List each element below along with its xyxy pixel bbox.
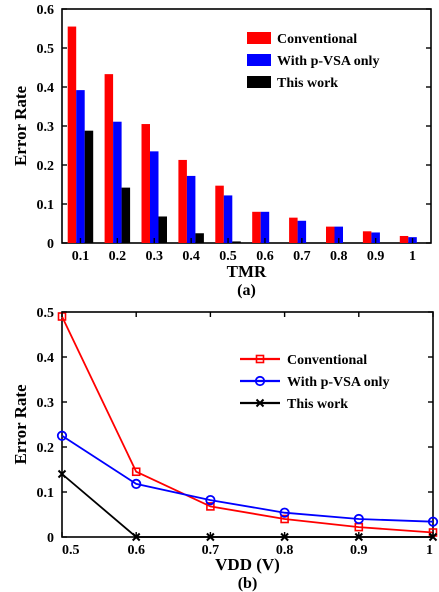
bar [289,217,298,243]
bar [76,90,85,244]
data-point [205,494,216,506]
y-tick-label: 0.1 [37,198,55,213]
line-chart-x-axis-label: VDD (V) [215,555,280,574]
bar-chart-bars [67,26,417,244]
bar-chart-caption: (a) [237,282,256,299]
bar-chart-x-axis-label: TMR [227,262,267,281]
bar-chart-y-ticks: 0 0.1 0.2 0.3 0.4 0.5 0.6 [37,3,431,252]
y-tick-label: 0.5 [37,306,55,321]
x-tick-label: 0.8 [330,249,348,264]
x-tick-label: 0.3 [146,249,164,264]
y-tick-label: 0.2 [37,159,55,174]
data-point [255,354,265,364]
x-tick-label: 0.7 [293,249,311,264]
y-tick-label: 0.6 [37,3,55,18]
y-tick-label: 0.4 [37,81,55,96]
bar [297,220,307,243]
line-chart-panel: 0 0.1 0.2 0.3 0.4 0.5 0.5 0.6 0.7 0.8 0.9 1 Conven… [11,306,439,592]
x-tick-label: 0.5 [219,249,237,264]
line-chart-y-axis-label: Error Rate [11,384,30,465]
x-tick-label: 0.2 [109,249,127,264]
bar [362,231,372,243]
data-point [57,469,67,479]
bar [334,226,343,243]
x-tick-label: 0.1 [72,249,90,264]
y-tick-label: 0.3 [37,396,55,411]
series-line [61,473,433,538]
data-point [353,513,364,525]
legend-label: Conventional [277,32,357,47]
x-tick-label: 0.6 [256,249,274,264]
bar [326,226,335,243]
line-chart-frame [61,311,434,538]
data-point [206,502,215,511]
x-tick-label: 1 [409,249,416,264]
series-line [61,434,434,523]
legend-label: Conventional [287,353,367,368]
legend-swatch [247,32,271,44]
bar [84,130,94,243]
line-chart-caption: (b) [238,575,258,592]
bar [150,151,159,243]
line-chart-legend: Conventional With p-VSA only This work [240,353,389,412]
legend-label: This work [287,397,348,412]
bar [141,124,150,243]
data-point [427,516,439,527]
bar [121,187,131,243]
bar [252,211,261,243]
bar [186,175,196,243]
y-tick-label: 0.5 [37,42,55,57]
y-tick-label: 0.1 [37,486,55,501]
y-tick-label: 0.2 [37,441,55,456]
x-tick-label: 0.8 [276,543,294,558]
bar-chart-y-axis-label: Error Rate [11,86,30,167]
bar [67,26,77,243]
legend-label: With p-VSA only [287,375,389,390]
y-tick-label: 0 [47,237,54,252]
x-tick-label: 0.5 [62,543,80,558]
x-tick-label: 0.7 [202,543,220,558]
legend-swatch [247,76,271,88]
bar-chart-x-ticks: 0.1 0.2 0.3 0.4 0.5 0.6 0.7 0.8 0.9 1 [72,238,416,264]
data-point [279,507,290,518]
legend-label: This work [277,76,338,91]
line-chart-series [56,312,439,542]
data-point [255,398,265,408]
bar [260,211,270,243]
y-tick-label: 0.3 [37,120,55,135]
x-tick-label: 0.9 [350,543,368,558]
bar-chart-legend: Conventional With p-VSA only This work [247,32,379,91]
line-chart-x-ticks: 0.5 0.6 0.7 0.8 0.9 1 [61,312,434,558]
bar [399,235,409,243]
bar-chart-panel: 00.10.20.30.40.50.6 0.1 0.2 0.3 0.4 0.5 0.6 0.… [11,3,432,299]
legend-label: With p-VSA only [277,54,379,69]
x-tick-label: 0.4 [182,249,200,264]
bar [104,74,114,243]
y-tick-label: 0 [47,531,54,546]
bar [195,233,204,243]
x-tick-label: 0.9 [367,249,385,264]
bar [223,195,233,243]
data-point [131,478,142,489]
x-tick-label: 0.6 [127,543,145,558]
x-tick-label: 1 [426,543,433,558]
bar [158,216,167,243]
data-point [56,430,68,441]
series-line [61,316,434,534]
data-point [254,375,266,387]
bar [178,159,187,243]
bar [232,241,241,243]
bar [215,185,224,243]
bar [371,232,380,243]
y-tick-label: 0.4 [37,351,55,366]
legend-swatch [247,54,271,66]
line-chart-y-ticks: 0 0.1 0.2 0.3 0.4 0.5 [37,306,433,546]
bar [113,121,122,243]
data-point [280,514,289,524]
data-point [131,467,141,477]
